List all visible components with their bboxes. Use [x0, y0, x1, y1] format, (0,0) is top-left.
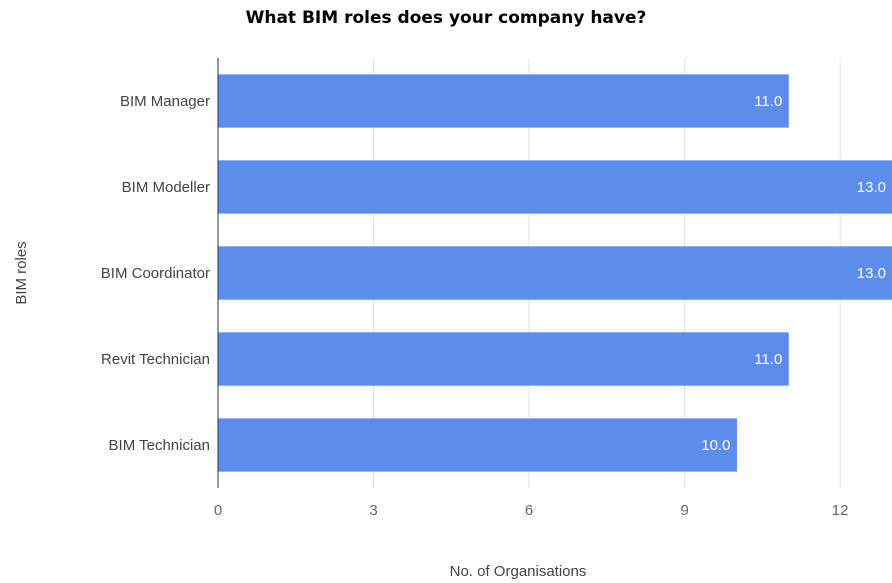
category-label: BIM Manager [120, 93, 210, 110]
category-labels: BIM Manager BIM Modeller BIM Coordinator Re… [101, 93, 210, 454]
x-tick-label: 9 [680, 502, 688, 519]
category-label: BIM Technician [109, 437, 210, 454]
category-label: BIM Modeller [122, 179, 210, 196]
data-label: 11.0 [754, 93, 782, 110]
bar [218, 246, 892, 300]
data-label: 13.0 [857, 265, 886, 282]
bar [218, 160, 892, 214]
data-label: 13.0 [857, 179, 886, 196]
x-axis-title: No. of Organisations [450, 563, 587, 580]
chart-title: What BIM roles does your company have? [245, 8, 647, 28]
data-label: 10.0 [701, 437, 730, 454]
category-label: Revit Technician [101, 351, 210, 368]
x-tick-label: 3 [369, 502, 377, 519]
category-label: BIM Coordinator [101, 265, 210, 282]
x-tick-label: 12 [832, 502, 849, 519]
y-axis-title: BIM roles [13, 241, 30, 304]
bar [218, 74, 789, 128]
data-labels: 11.0 13.0 13.0 11.0 10.0 [701, 93, 886, 454]
x-tick-labels: 0 3 6 9 12 [214, 502, 849, 519]
bar [218, 418, 737, 472]
bars [218, 74, 892, 472]
x-tick-label: 0 [214, 502, 222, 519]
data-label: 11.0 [754, 351, 782, 368]
bar [218, 332, 789, 386]
x-tick-label: 6 [525, 502, 533, 519]
